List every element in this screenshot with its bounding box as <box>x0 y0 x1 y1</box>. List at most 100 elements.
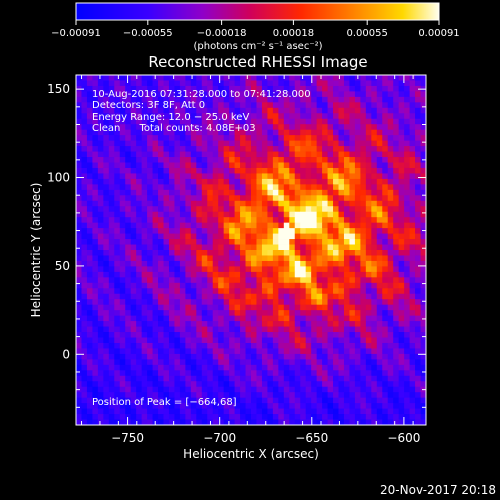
heatmap-cell <box>234 381 241 388</box>
heatmap-cell <box>119 102 126 109</box>
heatmap-cell <box>278 200 285 207</box>
heatmap-cell <box>393 140 400 147</box>
heatmap-cell <box>136 239 143 245</box>
heatmap-cell <box>185 315 192 322</box>
heatmap-cell <box>223 129 230 136</box>
heatmap-cell <box>196 282 203 289</box>
heatmap-cell <box>76 222 82 229</box>
heatmap-cell <box>420 342 427 349</box>
heatmap-cell <box>240 370 246 377</box>
heatmap-cell <box>174 348 181 355</box>
heatmap-cell <box>86 91 93 98</box>
heatmap-cell <box>311 91 318 98</box>
heatmap-cell <box>360 250 367 256</box>
heatmap-cell <box>147 375 153 382</box>
heatmap-cell <box>360 222 367 229</box>
heatmap-cell <box>360 386 367 393</box>
heatmap-cell <box>398 189 405 196</box>
heatmap-cell <box>163 129 170 136</box>
heatmap-cell <box>103 91 110 98</box>
heatmap-cell <box>229 211 235 218</box>
heatmap-cell <box>158 129 164 136</box>
heatmap-cell <box>86 200 93 207</box>
heatmap-cell <box>333 211 339 218</box>
heatmap-cell <box>240 222 246 229</box>
heatmap-cell <box>234 288 241 295</box>
heatmap-cell <box>393 233 400 240</box>
heatmap-cell <box>152 102 159 109</box>
heatmap-cell <box>92 195 99 202</box>
heatmap-cell <box>360 140 367 147</box>
heatmap-cell <box>354 359 361 366</box>
heatmap-cell <box>272 151 279 158</box>
heatmap-cell <box>207 173 214 180</box>
heatmap-cell <box>125 80 132 87</box>
heatmap-cell <box>97 293 104 300</box>
heatmap-cell <box>240 419 246 426</box>
heatmap-cell <box>305 75 312 81</box>
heatmap-cell <box>114 75 121 81</box>
heatmap-cell <box>398 146 405 152</box>
heatmap-cell <box>322 337 328 344</box>
heatmap-cell <box>114 419 121 426</box>
heatmap-cell <box>300 167 307 174</box>
heatmap-cell <box>97 217 104 224</box>
heatmap-cell <box>316 414 323 420</box>
heatmap-cell <box>300 96 307 103</box>
heatmap-cell <box>267 408 274 415</box>
heatmap-cell <box>81 348 88 355</box>
heatmap-cell <box>125 392 132 399</box>
heatmap-cell <box>97 200 104 207</box>
heatmap-cell <box>119 129 126 136</box>
heatmap-cell <box>97 353 104 360</box>
heatmap-cell <box>333 217 339 224</box>
heatmap-cell <box>185 228 192 234</box>
heatmap-cell <box>207 408 214 415</box>
heatmap-cell <box>338 293 345 300</box>
heatmap-cell <box>289 91 296 98</box>
heatmap-cell <box>382 288 389 295</box>
heatmap-cell <box>376 228 383 234</box>
heatmap-cell <box>415 321 421 327</box>
heatmap-cell <box>382 244 389 251</box>
heatmap-cell <box>130 321 137 327</box>
heatmap-cell <box>76 135 82 142</box>
heatmap-cell <box>300 146 307 152</box>
heatmap-cell <box>333 293 339 300</box>
heatmap-cell <box>190 337 197 344</box>
heatmap-cell <box>420 217 427 224</box>
heatmap-cell <box>152 118 159 125</box>
heatmap-cell <box>245 386 252 393</box>
heatmap-cell <box>201 189 208 196</box>
heatmap-cell <box>223 310 230 317</box>
heatmap-cell <box>272 157 279 163</box>
heatmap-cell <box>141 200 148 207</box>
heatmap-cell <box>251 392 257 399</box>
heatmap-cell <box>196 113 203 120</box>
heatmap-cell <box>103 178 110 185</box>
heatmap-cell <box>158 228 164 234</box>
heatmap-cell <box>311 370 318 377</box>
heatmap-cell <box>92 124 99 131</box>
heatmap-cell <box>201 288 208 295</box>
heatmap-cell <box>251 178 257 185</box>
heatmap-cell <box>267 211 274 218</box>
heatmap-cell <box>267 260 274 267</box>
heatmap-cell <box>168 288 175 295</box>
heatmap-cell <box>207 222 214 229</box>
heatmap-cell <box>108 113 115 120</box>
heatmap-cell <box>136 310 143 317</box>
heatmap-cell <box>114 162 121 169</box>
heatmap-cell <box>289 332 296 338</box>
heatmap-cell <box>196 250 203 256</box>
heatmap-cell <box>147 408 153 415</box>
heatmap-cell <box>174 375 181 382</box>
heatmap-cell <box>245 233 252 240</box>
heatmap-cell <box>261 403 268 409</box>
heatmap-cell <box>207 151 214 158</box>
heatmap-cell <box>97 124 104 131</box>
heatmap-cell <box>409 140 416 147</box>
heatmap-cell <box>393 113 400 120</box>
heatmap-cell <box>382 233 389 240</box>
heatmap-cell <box>223 282 230 289</box>
